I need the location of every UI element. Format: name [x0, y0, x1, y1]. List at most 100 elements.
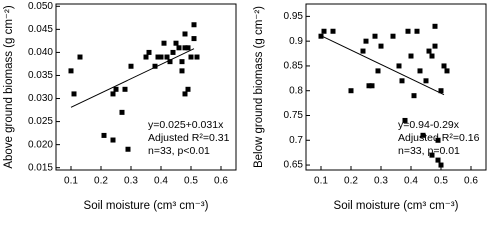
data-point	[143, 54, 149, 60]
annotation: y=0.94-0.29x	[398, 119, 460, 131]
y-tick-label: 0.035	[28, 70, 53, 81]
data-point	[176, 45, 182, 51]
data-point	[396, 63, 402, 69]
annotation: y=0.025+0.031x	[148, 119, 224, 131]
plot-frame	[305, 3, 487, 171]
data-point	[423, 78, 429, 84]
data-point	[110, 137, 116, 143]
data-point	[429, 53, 435, 59]
data-point	[366, 83, 372, 89]
data-point	[435, 157, 441, 163]
y-tick-label: 0.030	[28, 93, 53, 104]
x-tick-label: 0.6	[214, 176, 228, 187]
annotation: n=33, p<0.01	[148, 145, 210, 157]
data-point	[155, 54, 161, 60]
data-point	[330, 28, 336, 34]
data-point	[411, 93, 417, 99]
y-tick-label: 0.045	[28, 24, 53, 35]
data-point	[185, 45, 191, 51]
data-point	[128, 63, 134, 69]
x-tick-label: 0.2	[344, 176, 358, 187]
data-point	[378, 43, 384, 49]
data-point	[164, 54, 170, 60]
data-point	[119, 109, 125, 115]
data-point	[161, 40, 167, 46]
data-point	[426, 48, 432, 54]
y-tick-label: 0.65	[284, 160, 304, 171]
x-tick-label: 0.5	[434, 176, 448, 187]
y-tick-label: 0.8	[289, 85, 303, 96]
data-point	[182, 45, 188, 51]
data-point	[179, 59, 185, 65]
data-point	[438, 162, 444, 168]
data-point	[185, 86, 191, 92]
data-point	[414, 28, 420, 34]
data-point	[173, 40, 179, 46]
data-point	[444, 68, 450, 74]
annotation: n=33, p=0.01	[398, 145, 460, 157]
data-point	[441, 63, 447, 69]
data-point	[360, 48, 366, 54]
y-tick-label: 0.015	[28, 162, 53, 173]
annotation: Adjusted R²=0.31	[148, 132, 230, 144]
data-point	[191, 22, 197, 28]
data-point	[182, 91, 188, 97]
data-point	[372, 33, 378, 39]
data-point	[405, 28, 411, 34]
data-point	[408, 53, 414, 59]
fit-line	[320, 35, 445, 96]
y-tick-label: 0.95	[284, 11, 304, 22]
x-tick-label: 0.3	[374, 176, 388, 187]
data-point	[122, 86, 128, 92]
y-tick-label: 0.050	[28, 1, 53, 12]
x-axis-label: Soil moisture (cm³ cm⁻³)	[84, 200, 209, 212]
data-point	[402, 117, 408, 123]
data-point	[110, 91, 116, 97]
data-point	[369, 83, 375, 89]
fit-line	[70, 48, 195, 108]
x-tick-label: 0.2	[94, 176, 108, 187]
x-tick-label: 0.1	[314, 176, 328, 187]
data-point	[438, 88, 444, 94]
data-point	[152, 63, 158, 69]
figure: 0.015 0.020 0.025 0.030 0.035 0.040 0.045 0.050…	[3, 1, 487, 212]
data-point	[191, 36, 197, 42]
data-point	[170, 49, 176, 55]
y-tick-label: 0.020	[28, 139, 53, 150]
data-point	[113, 86, 119, 92]
x-tick-label: 0.5	[184, 176, 198, 187]
x-tick-label: 0.1	[64, 176, 78, 187]
y-tick-label: 0.040	[28, 47, 53, 58]
data-point	[420, 132, 426, 138]
data-point	[125, 146, 131, 152]
data-point	[435, 137, 441, 143]
data-point	[77, 54, 83, 60]
data-point	[101, 132, 107, 138]
data-point	[417, 68, 423, 74]
data-point	[167, 59, 173, 65]
data-point	[432, 43, 438, 49]
data-point	[182, 31, 188, 37]
y-axis-label: Above ground biomass (g cm⁻²)	[3, 5, 15, 168]
data-point	[348, 88, 354, 94]
annotation: Adjusted R²=0.16	[398, 132, 480, 144]
data-point	[375, 68, 381, 74]
data-point	[399, 78, 405, 84]
y-tick-label: 0.9	[289, 36, 303, 47]
y-axis-label: Below ground biomass (g cm⁻²)	[253, 6, 265, 168]
data-point	[194, 54, 200, 60]
data-point	[390, 33, 396, 39]
x-tick-label: 0.6	[464, 176, 478, 187]
data-point	[321, 28, 327, 34]
x-tick-label: 0.4	[404, 176, 418, 187]
y-tick-label: 0.025	[28, 116, 53, 127]
x-tick-label: 0.4	[154, 176, 168, 187]
y-tick-label: 0.75	[284, 110, 304, 121]
x-axis-label: Soil moisture (cm³ cm⁻³)	[334, 200, 459, 212]
plot-frame	[55, 3, 237, 171]
data-point	[363, 38, 369, 44]
data-point	[158, 54, 164, 60]
data-point	[179, 68, 185, 74]
data-point	[188, 54, 194, 60]
y-tick-label: 0.7	[289, 135, 303, 146]
